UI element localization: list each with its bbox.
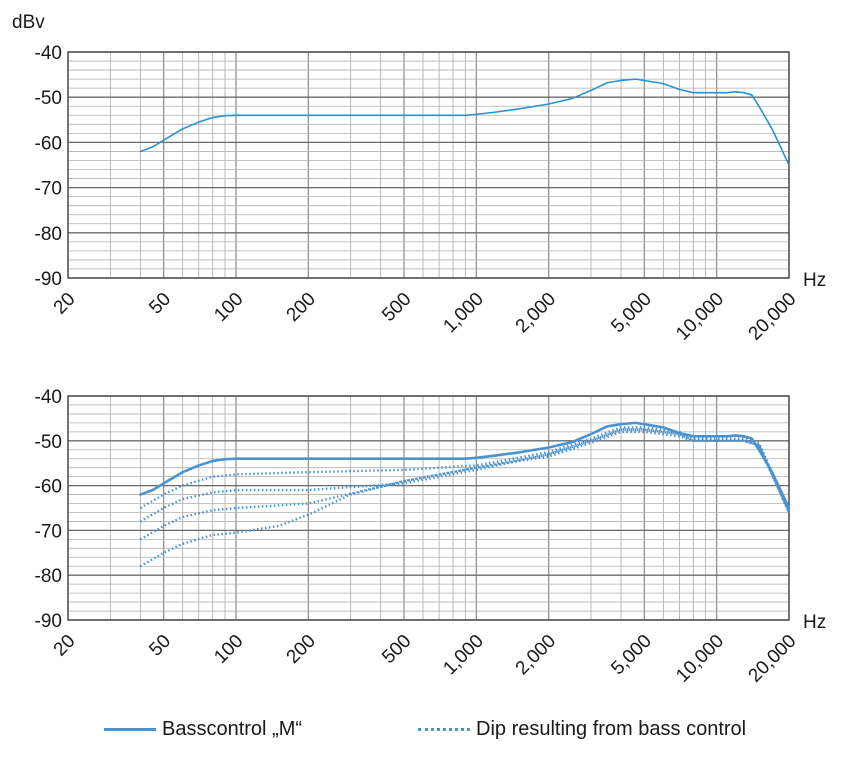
legend-label-dip: Dip resulting from bass control: [476, 718, 747, 740]
response-line-top: [139, 78, 790, 166]
x-tick-label: 2,000: [512, 289, 560, 337]
x-tick-label: 100: [210, 631, 247, 668]
x-tick-label: 100: [210, 289, 247, 326]
x-tick-label: 1,000: [439, 631, 487, 679]
x-axis-unit-label: Hz: [803, 270, 826, 291]
x-tick-label: 500: [378, 631, 415, 668]
basscontrol-series-line: [139, 421, 791, 510]
horizontal-gridlines-bottom: [68, 395, 789, 621]
y-tick-label: -50: [35, 88, 62, 109]
legend-item-basscontrol: Basscontrol „M“: [104, 718, 302, 741]
x-tick-label: 20,000: [745, 289, 801, 345]
legend-label-basscontrol: Basscontrol „M“: [162, 718, 303, 740]
x-tick-label: 200: [283, 289, 320, 326]
legend-item-dip: Dip resulting from bass control: [418, 718, 746, 741]
vertical-gridlines-top: [67, 52, 790, 278]
dip-series-line-3: [139, 428, 791, 541]
y-tick-label: -80: [35, 566, 62, 587]
x-tick-label: 10,000: [672, 289, 728, 345]
x-tick-label: 20: [50, 289, 80, 319]
y-tick-label: -60: [35, 477, 62, 498]
horizontal-gridlines-top: [68, 51, 789, 279]
y-tick-label: -70: [35, 179, 62, 200]
y-tick-label: -40: [35, 43, 62, 64]
legend: Basscontrol „M“ Dip resulting from bass …: [0, 718, 841, 752]
x-tick-label: 2,000: [512, 631, 560, 679]
y-tick-label: -50: [35, 432, 62, 453]
legend-swatch-solid: [104, 728, 156, 731]
x-tick-label: 500: [378, 289, 415, 326]
y-axis-unit-label: dBv: [12, 12, 45, 33]
y-tick-label: -90: [35, 611, 62, 632]
legend-swatch-dotted: [418, 728, 470, 731]
x-tick-label: 10,000: [672, 631, 728, 687]
x-tick-label: 20,000: [745, 631, 801, 687]
x-tick-label: 50: [145, 631, 175, 661]
vertical-gridlines-bottom: [67, 396, 790, 620]
y-tick-label: -60: [35, 133, 62, 154]
x-tick-label: 20: [50, 631, 80, 661]
x-tick-label: 1,000: [439, 289, 487, 337]
x-axis-unit-label: Hz: [803, 612, 826, 633]
plot-frame-bottom: [67, 395, 790, 621]
plot-frame-top: [67, 51, 790, 279]
dip-series-line-4: [139, 430, 791, 568]
y-tick-label: -90: [35, 269, 62, 290]
dip-series-line-2: [139, 428, 791, 523]
y-tick-label: -40: [35, 387, 62, 408]
x-tick-label: 50: [145, 289, 175, 319]
x-tick-label: 5,000: [607, 631, 655, 679]
x-tick-label: 5,000: [607, 289, 655, 337]
y-tick-label: -80: [35, 224, 62, 245]
x-tick-label: 200: [283, 631, 320, 668]
y-tick-label: -70: [35, 521, 62, 542]
